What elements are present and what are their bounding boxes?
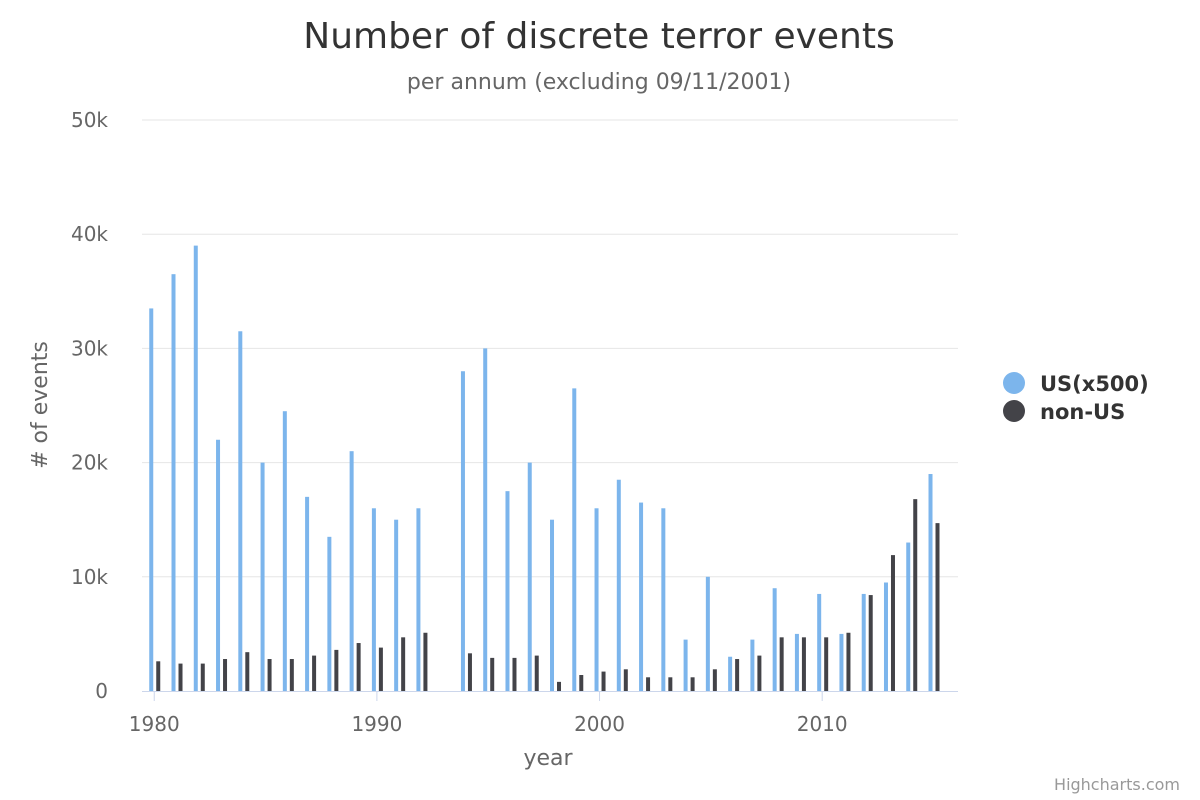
x-axis-title: year	[523, 746, 573, 771]
bar[interactable]	[467, 653, 472, 691]
bar[interactable]	[646, 677, 651, 691]
bar[interactable]	[868, 595, 873, 691]
bar[interactable]	[505, 491, 510, 691]
bar[interactable]	[460, 371, 465, 691]
bar[interactable]	[282, 411, 287, 691]
legend-symbol	[1003, 400, 1025, 422]
bar[interactable]	[423, 632, 428, 691]
bar[interactable]	[824, 637, 829, 691]
bar[interactable]	[794, 633, 799, 691]
bar[interactable]	[839, 633, 844, 691]
legend-label: US(x500)	[1040, 372, 1149, 396]
bar[interactable]	[512, 657, 517, 691]
bar[interactable]	[327, 536, 332, 691]
bar[interactable]	[223, 659, 228, 691]
y-tick-label: 50k	[71, 108, 108, 132]
bar[interactable]	[312, 655, 317, 691]
bar[interactable]	[193, 245, 198, 691]
bar[interactable]	[349, 451, 354, 691]
bar[interactable]	[913, 499, 918, 691]
bar[interactable]	[401, 637, 406, 691]
bar[interactable]	[661, 508, 666, 691]
x-tick-label: 2000	[574, 712, 625, 736]
legend-symbol	[1003, 372, 1025, 394]
y-tick-label: 20k	[71, 451, 108, 475]
y-axis-title: # of events	[28, 341, 53, 469]
bar[interactable]	[572, 388, 577, 691]
bar[interactable]	[483, 348, 488, 691]
x-tick-label: 1980	[129, 712, 180, 736]
bar[interactable]	[490, 657, 495, 691]
bar[interactable]	[817, 593, 822, 691]
bar[interactable]	[371, 508, 376, 691]
bar[interactable]	[238, 331, 243, 691]
bar[interactable]	[846, 632, 851, 691]
y-tick-label: 10k	[71, 565, 108, 589]
credits-link[interactable]: Highcharts.com	[1054, 775, 1180, 794]
bar[interactable]	[750, 639, 755, 691]
bar[interactable]	[356, 643, 361, 691]
bar[interactable]	[260, 462, 265, 691]
bar[interactable]	[149, 308, 154, 691]
bar[interactable]	[394, 519, 399, 691]
bar[interactable]	[757, 655, 762, 691]
bar[interactable]	[534, 655, 539, 691]
bar[interactable]	[705, 576, 710, 691]
legend-item-non-us[interactable]: non-US	[1003, 400, 1125, 424]
bar[interactable]	[557, 681, 562, 691]
series-non-us	[156, 499, 940, 691]
bar[interactable]	[890, 555, 895, 691]
bar[interactable]	[579, 675, 584, 691]
bar[interactable]	[245, 652, 250, 691]
series-us	[149, 245, 933, 691]
y-tick-label: 40k	[71, 222, 108, 246]
bar[interactable]	[935, 523, 940, 691]
bar[interactable]	[416, 508, 421, 691]
legend-item-us[interactable]: US(x500)	[1003, 372, 1149, 396]
y-axis-ticks: 0 10k 20k 30k 40k 50k	[71, 108, 108, 703]
bar[interactable]	[527, 462, 532, 691]
bar[interactable]	[378, 647, 383, 691]
bar[interactable]	[728, 656, 733, 691]
bar[interactable]	[200, 663, 205, 691]
y-tick-label: 0	[95, 679, 108, 703]
bar[interactable]	[906, 542, 911, 691]
bar[interactable]	[171, 274, 176, 691]
bar[interactable]	[289, 659, 294, 691]
bar[interactable]	[267, 659, 272, 691]
bar[interactable]	[735, 659, 740, 691]
legend-label: non-US	[1040, 400, 1125, 424]
y-tick-label: 30k	[71, 336, 108, 360]
x-tick-label: 1990	[351, 712, 402, 736]
bar[interactable]	[883, 582, 888, 691]
bar[interactable]	[601, 671, 606, 691]
chart-subtitle: per annum (excluding 09/11/2001)	[407, 70, 791, 95]
bar[interactable]	[156, 661, 161, 691]
bar[interactable]	[772, 588, 777, 691]
bar[interactable]	[616, 479, 621, 691]
bar[interactable]	[639, 502, 644, 691]
bar[interactable]	[668, 677, 673, 691]
chart-title: Number of discrete terror events	[303, 16, 894, 57]
plot-area	[149, 245, 940, 691]
x-axis-ticks: 1980 1990 2000 2010	[129, 691, 848, 736]
bar[interactable]	[178, 663, 183, 691]
bar[interactable]	[305, 496, 310, 691]
bar[interactable]	[712, 669, 717, 691]
bar[interactable]	[594, 508, 599, 691]
bar[interactable]	[683, 639, 688, 691]
legend: US(x500) non-US	[1003, 372, 1149, 424]
bar[interactable]	[801, 637, 806, 691]
bar[interactable]	[779, 637, 784, 691]
bar[interactable]	[334, 649, 339, 691]
bar[interactable]	[861, 593, 866, 691]
bar[interactable]	[623, 669, 628, 691]
x-tick-label: 2010	[797, 712, 848, 736]
bar[interactable]	[928, 474, 933, 691]
bar[interactable]	[690, 677, 695, 691]
bar[interactable]	[550, 519, 555, 691]
bar[interactable]	[216, 439, 221, 691]
gridlines	[142, 119, 958, 578]
